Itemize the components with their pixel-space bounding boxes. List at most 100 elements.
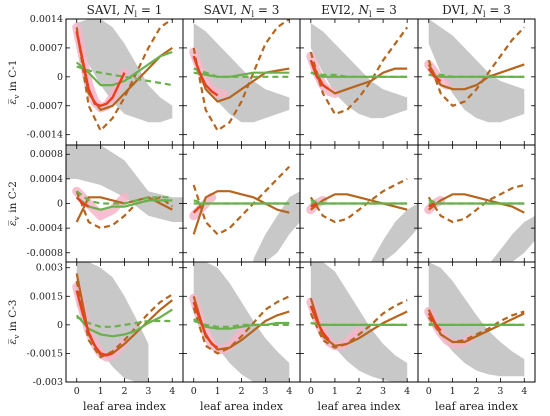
series-brown-dashed bbox=[75, 280, 173, 359]
series-red-solid bbox=[192, 55, 219, 97]
series-green-dashed bbox=[310, 71, 408, 78]
panel-r3-c1: 0.003 0.0015 0 -0.0015 -0.003 0 1 2 3 4 bbox=[27, 261, 184, 397]
series-brown-dashed bbox=[309, 26, 409, 116]
uncertainty-band bbox=[428, 19, 525, 123]
panel-r1-c4 bbox=[417, 18, 536, 146]
uncertainty-band bbox=[490, 215, 535, 262]
series-brown-dashed bbox=[192, 165, 291, 236]
series-red-solid bbox=[427, 312, 442, 332]
series-green-dashed bbox=[310, 321, 408, 326]
series-green-solid bbox=[75, 50, 173, 87]
series-brown-solid bbox=[427, 63, 525, 91]
pink-spread-band bbox=[189, 47, 229, 98]
uncertainty-band bbox=[371, 203, 418, 262]
x-tick-label: 3 bbox=[262, 386, 268, 397]
panel-r2-c4 bbox=[417, 144, 536, 263]
series-green-dashed bbox=[76, 316, 173, 328]
x-axis-label-2: leaf area index bbox=[200, 400, 284, 413]
uncertainty-band bbox=[66, 145, 183, 222]
x-axis-label-1: leaf area index bbox=[83, 400, 167, 413]
series-red-solid bbox=[192, 301, 219, 349]
panel-r1-c1: 0.0014 0.0007 0 -0.0007 -0.0014 bbox=[27, 14, 184, 146]
series-green-dashed bbox=[76, 65, 173, 87]
panel-title-2: SAVI, Nl = 3 bbox=[204, 3, 280, 19]
series-brown-dashed bbox=[192, 19, 290, 132]
x-tick-label: 4 bbox=[404, 386, 410, 397]
x-tick-label: 2 bbox=[238, 386, 244, 397]
panel-r2-c3 bbox=[299, 144, 419, 263]
panel-r3-c2: 0 1 2 3 4 bbox=[182, 261, 301, 397]
row-label-1: ε̅v in C-1 bbox=[7, 60, 21, 105]
y-tick-label: -0.003 bbox=[33, 377, 63, 388]
x-tick-label: 2 bbox=[121, 386, 127, 397]
series-brown-solid bbox=[192, 190, 290, 235]
series-green-dashed bbox=[310, 199, 408, 205]
series-red-solid bbox=[75, 31, 126, 107]
uncertainty-band bbox=[76, 262, 149, 382]
row-label-2: ε̅v in C-2 bbox=[7, 181, 21, 226]
series-green-solid bbox=[75, 308, 173, 338]
panel-title-3: EVI2, Nl = 3 bbox=[321, 3, 397, 19]
x-tick-label: 1 bbox=[215, 386, 221, 397]
x-tick-label: 0 bbox=[191, 386, 197, 397]
y-tick-label: 0.0004 bbox=[30, 174, 63, 185]
series-green-dashed bbox=[76, 190, 173, 205]
panel-title-1: SAVI, Nl = 1 bbox=[87, 3, 163, 19]
series-green-solid bbox=[193, 318, 290, 330]
panel-title-4: DVI, Nl = 3 bbox=[442, 3, 511, 19]
series-brown-dashed bbox=[427, 183, 525, 224]
y-tick-label: 0 bbox=[57, 72, 63, 83]
series-red-solid bbox=[428, 202, 436, 208]
series-brown-solid bbox=[192, 55, 290, 103]
panel-r1-c3 bbox=[299, 18, 419, 146]
series-green-dashed bbox=[193, 319, 290, 328]
y-tick-label: -0.0004 bbox=[27, 223, 63, 234]
series-red-solid bbox=[75, 290, 113, 357]
pink-spread-band bbox=[72, 186, 129, 221]
uncertainty-band bbox=[310, 23, 408, 119]
series-red-solid bbox=[310, 202, 318, 208]
x-tick-label: 4 bbox=[521, 386, 527, 397]
x-tick-label: 1 bbox=[98, 386, 104, 397]
row-label-3: ε̅v in C-3 bbox=[7, 300, 21, 345]
y-tick-label: -0.0008 bbox=[27, 248, 63, 259]
y-tick-label: 0.0014 bbox=[30, 14, 63, 25]
x-axis-label-4: leaf area index bbox=[435, 400, 519, 413]
uncertainty-band bbox=[253, 191, 300, 262]
series-green-solid bbox=[193, 71, 290, 78]
uncertainty-band bbox=[193, 262, 290, 382]
x-tick-label: 2 bbox=[356, 386, 362, 397]
x-tick-label: 1 bbox=[450, 386, 456, 397]
series-brown-solid bbox=[428, 193, 525, 214]
panel-r1-c2 bbox=[182, 18, 301, 146]
y-tick-label: 0 bbox=[57, 320, 63, 331]
y-tick-label: 0.0015 bbox=[30, 291, 63, 302]
x-tick-label: 4 bbox=[169, 386, 175, 397]
y-tick-label: -0.0015 bbox=[27, 348, 63, 359]
x-tick-label: 3 bbox=[380, 386, 386, 397]
series-brown-dashed bbox=[192, 295, 290, 355]
series-brown-dashed bbox=[309, 299, 408, 349]
series-green-solid bbox=[428, 73, 525, 78]
series-green-dashed bbox=[193, 199, 290, 205]
series-green-dashed bbox=[193, 67, 290, 78]
panel-r3-c3: 0 1 2 3 4 bbox=[299, 261, 419, 397]
y-tick-label: 0.0008 bbox=[30, 149, 63, 160]
series-red-solid bbox=[192, 205, 201, 214]
x-axis-label-3: leaf area index bbox=[318, 400, 402, 413]
panel-r3-c4: 0 1 2 3 4 bbox=[417, 261, 536, 397]
x-tick-label: 3 bbox=[145, 386, 151, 397]
x-tick-label: 3 bbox=[497, 386, 503, 397]
panel-r2-c1: 0.0008 0.0004 0 -0.0004 -0.0008 bbox=[27, 144, 184, 263]
series-green-solid bbox=[76, 196, 173, 211]
x-tick-label: 0 bbox=[74, 386, 80, 397]
y-tick-label: 0.0007 bbox=[30, 43, 63, 54]
series-red-solid bbox=[309, 59, 330, 91]
series-red-solid bbox=[75, 196, 90, 208]
series-brown-dashed bbox=[427, 310, 525, 344]
x-tick-label: 1 bbox=[332, 386, 338, 397]
series-red-solid bbox=[309, 305, 330, 341]
y-tick-label: 0 bbox=[57, 199, 63, 210]
series-green-dashed bbox=[428, 199, 525, 205]
